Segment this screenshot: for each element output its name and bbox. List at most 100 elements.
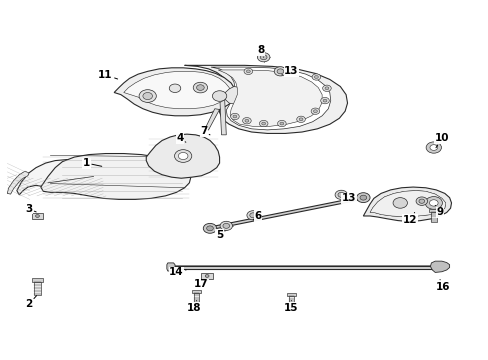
Circle shape — [244, 119, 248, 122]
Text: 4: 4 — [176, 133, 185, 143]
Circle shape — [244, 68, 252, 75]
Text: 2: 2 — [25, 296, 37, 309]
Polygon shape — [208, 196, 365, 230]
Circle shape — [415, 197, 427, 206]
Circle shape — [299, 118, 303, 121]
Polygon shape — [225, 86, 248, 104]
Circle shape — [359, 195, 366, 200]
Circle shape — [242, 118, 251, 124]
Polygon shape — [17, 159, 103, 195]
Circle shape — [246, 70, 250, 73]
Circle shape — [203, 224, 216, 233]
Circle shape — [429, 145, 437, 150]
Text: 7: 7 — [200, 126, 209, 136]
Text: 13: 13 — [341, 193, 355, 203]
Text: 6: 6 — [253, 211, 261, 221]
Text: 5: 5 — [216, 230, 224, 240]
Circle shape — [277, 69, 283, 74]
Circle shape — [220, 221, 232, 230]
Polygon shape — [114, 68, 235, 116]
Bar — [32, 278, 43, 282]
Circle shape — [425, 142, 441, 153]
Bar — [288, 296, 294, 307]
Text: 1: 1 — [82, 158, 102, 168]
Circle shape — [261, 122, 265, 125]
Circle shape — [334, 190, 347, 199]
Bar — [286, 293, 295, 296]
Circle shape — [260, 55, 266, 60]
Circle shape — [311, 74, 320, 80]
Bar — [32, 213, 42, 219]
Circle shape — [274, 67, 286, 76]
Polygon shape — [123, 71, 230, 109]
Polygon shape — [184, 66, 347, 134]
Circle shape — [193, 82, 207, 93]
Text: 18: 18 — [186, 301, 201, 313]
Circle shape — [212, 91, 226, 101]
Circle shape — [257, 53, 269, 62]
Polygon shape — [146, 134, 219, 178]
Circle shape — [139, 90, 156, 102]
Polygon shape — [219, 93, 226, 135]
Circle shape — [205, 275, 208, 277]
Circle shape — [246, 211, 259, 220]
Text: 13: 13 — [281, 66, 298, 76]
Circle shape — [206, 226, 213, 231]
Circle shape — [223, 224, 229, 228]
Text: 16: 16 — [435, 279, 450, 292]
Polygon shape — [7, 171, 29, 194]
Circle shape — [418, 199, 424, 203]
Circle shape — [323, 99, 326, 102]
Polygon shape — [369, 190, 445, 217]
Text: 8: 8 — [257, 45, 264, 57]
Text: 14: 14 — [169, 267, 185, 278]
Polygon shape — [369, 190, 445, 217]
Circle shape — [232, 115, 236, 118]
Polygon shape — [203, 109, 219, 131]
Polygon shape — [218, 70, 322, 126]
Text: 12: 12 — [402, 212, 416, 225]
Polygon shape — [210, 67, 330, 130]
Circle shape — [174, 150, 191, 162]
Polygon shape — [363, 187, 450, 222]
Bar — [192, 290, 201, 293]
Circle shape — [322, 85, 330, 91]
Circle shape — [277, 120, 285, 127]
Circle shape — [178, 153, 187, 159]
Circle shape — [287, 69, 291, 72]
Circle shape — [356, 193, 369, 203]
Text: 10: 10 — [434, 133, 448, 148]
Circle shape — [196, 85, 204, 90]
Circle shape — [428, 200, 437, 206]
Text: 17: 17 — [194, 279, 208, 289]
Circle shape — [36, 215, 40, 217]
Text: 11: 11 — [98, 70, 118, 80]
Circle shape — [249, 213, 256, 218]
Bar — [201, 273, 213, 279]
Circle shape — [280, 122, 283, 125]
Circle shape — [142, 93, 152, 100]
Circle shape — [285, 67, 294, 74]
Text: 3: 3 — [25, 204, 36, 214]
Polygon shape — [41, 154, 190, 199]
Polygon shape — [429, 261, 448, 273]
Circle shape — [296, 116, 305, 122]
Circle shape — [424, 197, 442, 209]
Circle shape — [169, 84, 181, 93]
Polygon shape — [170, 266, 438, 269]
Circle shape — [230, 113, 239, 120]
Circle shape — [310, 108, 319, 114]
Circle shape — [392, 198, 407, 208]
Circle shape — [325, 87, 328, 90]
Bar — [193, 293, 199, 303]
Circle shape — [313, 110, 317, 113]
Circle shape — [259, 120, 267, 127]
Polygon shape — [166, 263, 175, 271]
Text: 15: 15 — [284, 301, 298, 313]
Bar — [430, 212, 436, 222]
Circle shape — [314, 76, 318, 78]
Bar — [428, 209, 438, 212]
Text: 9: 9 — [434, 206, 443, 217]
Circle shape — [337, 192, 344, 197]
Bar — [34, 282, 41, 295]
